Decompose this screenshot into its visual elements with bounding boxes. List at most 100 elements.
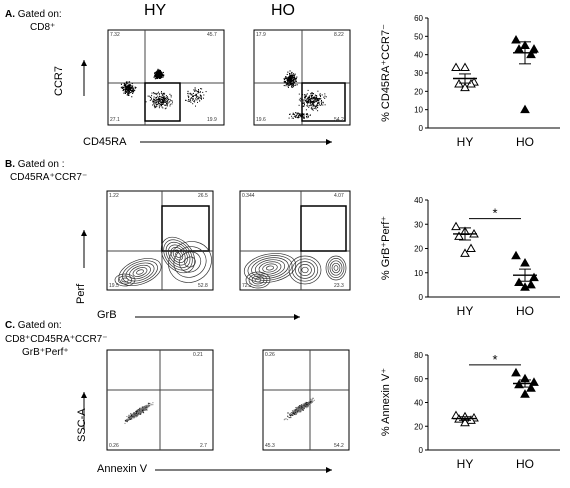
event-dot [313, 101, 315, 103]
event-dot [311, 107, 313, 109]
event-dot [130, 413, 132, 415]
event-dot [187, 95, 189, 97]
event-dot [191, 93, 193, 95]
event-dot [286, 83, 288, 85]
event-dot [153, 92, 155, 93]
event-dot [302, 113, 303, 115]
event-dot [293, 76, 295, 78]
event-dot [156, 74, 158, 76]
event-dot [302, 409, 304, 411]
event-dot [290, 416, 291, 418]
contour-line [245, 271, 271, 289]
event-dot [188, 99, 190, 101]
panel-a-gate-line2: CD8⁺ [30, 22, 56, 33]
event-dot [292, 78, 294, 80]
event-dot [309, 401, 311, 403]
event-dot [317, 102, 319, 104]
event-dot [291, 115, 293, 117]
event-dot [127, 89, 129, 91]
event-dot [136, 412, 138, 414]
data-point [511, 367, 521, 377]
event-dot [192, 103, 194, 105]
event-dot [304, 406, 305, 408]
event-dot [134, 416, 135, 418]
event-dot [324, 104, 326, 106]
event-dot [320, 96, 321, 98]
event-dot [295, 407, 297, 408]
event-dot [143, 412, 145, 414]
event-dot [308, 402, 310, 403]
event-dot [156, 102, 158, 103]
event-dot [314, 107, 316, 109]
event-dot [159, 73, 161, 75]
event-dot [299, 114, 300, 116]
event-dot [294, 413, 296, 415]
event-dot [127, 85, 129, 87]
event-dot [201, 88, 203, 90]
chart-a-cd45ra-ccr7: 0 10 20 30 40 50 60 % CD45RA⁺CCR7⁻ HY HO [380, 14, 560, 149]
event-dot [319, 105, 321, 106]
event-dot [310, 93, 312, 95]
event-dot [295, 413, 297, 415]
event-dot [289, 80, 291, 82]
event-dot [291, 410, 293, 412]
x-tick-label: HO [516, 457, 534, 471]
event-dot [288, 80, 290, 82]
event-dot [313, 96, 315, 98]
y-tick-label: 40 [414, 51, 423, 60]
event-dot [286, 76, 288, 78]
event-dot [311, 97, 313, 99]
event-dot [131, 86, 133, 88]
event-dot [165, 95, 167, 97]
event-dot [142, 409, 144, 411]
event-dot [126, 416, 128, 417]
event-dot [126, 83, 128, 85]
event-dot [189, 100, 191, 102]
event-dot [288, 117, 290, 119]
event-dot [127, 94, 129, 96]
contour-line [291, 258, 319, 282]
event-dot [298, 409, 300, 411]
event-dot [124, 420, 126, 422]
event-dot [123, 89, 125, 91]
event-dot [308, 106, 310, 108]
event-dot [301, 115, 303, 117]
event-dot [154, 101, 156, 103]
event-dot [312, 105, 314, 107]
event-dot [294, 409, 296, 411]
event-dot [304, 402, 306, 404]
panel-b-gate-line1: Gated on : [17, 159, 65, 170]
event-dot [157, 74, 159, 76]
event-dot [188, 97, 190, 99]
event-dot [158, 93, 160, 95]
event-dot [154, 102, 156, 104]
event-dot [309, 400, 311, 402]
event-dot [148, 405, 150, 407]
event-dot [309, 101, 311, 103]
event-dot [127, 419, 129, 421]
event-dot [295, 112, 297, 114]
event-dot [158, 103, 160, 105]
event-dot [132, 92, 134, 94]
event-dot [301, 407, 303, 409]
event-dot [162, 93, 164, 94]
event-dot [314, 106, 316, 108]
event-dot [311, 93, 313, 95]
significance-star: * [492, 206, 497, 221]
event-dot [128, 91, 130, 93]
event-dot [297, 117, 299, 119]
event-dot [160, 96, 162, 98]
event-dot [295, 408, 297, 410]
event-dot [283, 80, 285, 82]
event-dot [319, 94, 321, 96]
event-dot [301, 405, 302, 407]
event-dot [157, 97, 159, 99]
panel-a-hy-plot [107, 29, 225, 126]
event-dot [157, 70, 159, 72]
event-dot [291, 80, 293, 82]
event-dot [125, 420, 127, 422]
event-dot [199, 100, 200, 102]
event-dot [294, 414, 296, 416]
event-dot [202, 91, 204, 93]
